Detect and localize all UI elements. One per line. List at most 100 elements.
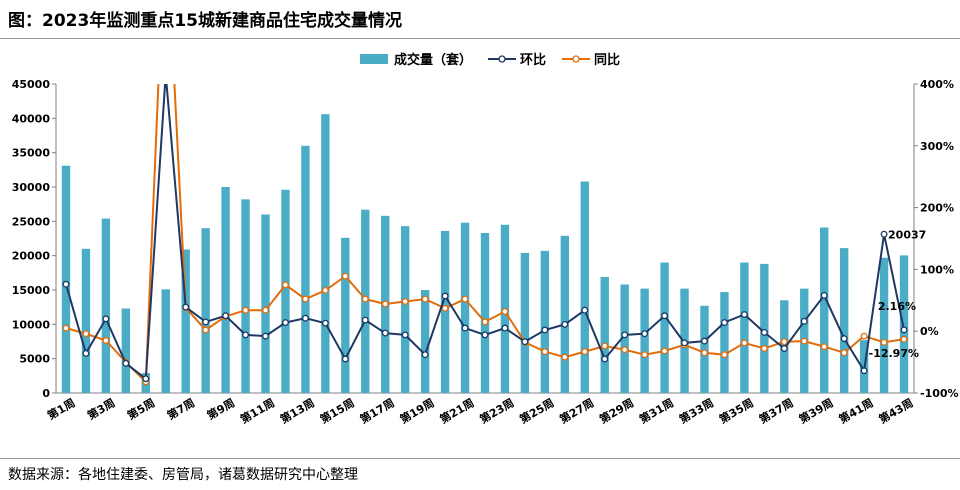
point-yoy bbox=[381, 300, 389, 308]
point-yoy bbox=[641, 351, 649, 359]
bar-volume bbox=[640, 288, 649, 393]
chart-title: 图：2023年监测重点15城新建商品住宅成交量情况 bbox=[8, 11, 402, 31]
point-mom bbox=[720, 319, 728, 326]
x-tick-label: 第33周 bbox=[677, 395, 716, 426]
point-yoy bbox=[541, 348, 549, 356]
bar-volume bbox=[580, 181, 589, 393]
bar-volume bbox=[221, 187, 230, 393]
point-yoy bbox=[481, 318, 489, 326]
bar-volume bbox=[600, 276, 609, 393]
bar-volume bbox=[321, 114, 330, 394]
x-tick-label: 第3周 bbox=[85, 395, 118, 422]
bar-volume bbox=[241, 199, 250, 393]
point-yoy bbox=[840, 349, 848, 357]
y-tick-label-right: 400% bbox=[920, 78, 954, 91]
x-tick-label: 第19周 bbox=[397, 395, 436, 426]
point-yoy bbox=[701, 349, 708, 357]
point-mom bbox=[780, 345, 788, 352]
point-mom bbox=[581, 306, 589, 314]
bar-volume bbox=[879, 257, 889, 393]
point-yoy bbox=[282, 281, 289, 289]
legend-swatch-yoy bbox=[562, 54, 591, 63]
chart-plot: 0 5000 10000 15000 20000 25000 30000 35000 40000… bbox=[12, 78, 959, 426]
x-tick-label: 第23周 bbox=[477, 395, 516, 426]
point-mom bbox=[740, 311, 748, 318]
point-mom bbox=[62, 280, 70, 288]
point-mom bbox=[421, 351, 429, 359]
x-tick-label: 第15周 bbox=[318, 395, 357, 426]
point-mom bbox=[820, 291, 828, 299]
bar-volume bbox=[480, 233, 490, 393]
y-tick-label-right: 100% bbox=[920, 263, 954, 276]
bar-volume bbox=[760, 263, 769, 393]
x-tick-label: 第35周 bbox=[717, 395, 756, 426]
legend-item-yoy: 同比 bbox=[562, 49, 620, 68]
y-tick-label-right: 200% bbox=[920, 202, 954, 215]
x-tick-label: 第21周 bbox=[437, 395, 476, 426]
y-tick-label-left: 40000 bbox=[12, 112, 51, 125]
x-tick-label: 第25周 bbox=[517, 395, 556, 426]
point-mom bbox=[900, 326, 908, 334]
point-yoy bbox=[860, 332, 868, 340]
bar-volume bbox=[301, 145, 310, 393]
point-mom bbox=[182, 303, 190, 311]
bar-volume bbox=[540, 250, 550, 393]
x-tick-label: 第31周 bbox=[637, 395, 676, 426]
bar-volume bbox=[281, 189, 290, 393]
y-tick-label-left: 20000 bbox=[12, 250, 51, 263]
x-tick-label: 第7周 bbox=[165, 395, 198, 422]
point-yoy bbox=[800, 337, 808, 345]
point-mom bbox=[222, 312, 230, 320]
point-mom bbox=[142, 375, 150, 383]
point-yoy bbox=[561, 353, 569, 361]
point-yoy bbox=[461, 295, 469, 303]
y-tick-label-left: 5000 bbox=[19, 353, 50, 366]
point-mom bbox=[641, 330, 649, 338]
bar-volume bbox=[460, 222, 470, 393]
point-yoy bbox=[301, 295, 309, 303]
point-yoy bbox=[501, 307, 509, 315]
point-mom bbox=[202, 318, 210, 326]
bar-volume bbox=[181, 249, 190, 393]
point-yoy bbox=[401, 298, 409, 305]
top-divider bbox=[0, 38, 960, 39]
bar-volume bbox=[820, 227, 829, 393]
label-volume-last: 20037 bbox=[888, 228, 926, 241]
x-tick-label: 第5周 bbox=[125, 395, 158, 422]
x-tick-label: 第39周 bbox=[796, 395, 835, 426]
bar-volume bbox=[81, 248, 91, 393]
point-yoy bbox=[441, 304, 449, 312]
x-tick-label: 第43周 bbox=[876, 395, 915, 426]
bar-volume bbox=[720, 292, 729, 393]
y-tick-label-left: 0 bbox=[42, 387, 50, 400]
point-yoy bbox=[202, 326, 210, 334]
bar-volume bbox=[261, 214, 270, 393]
bar-volume bbox=[400, 226, 410, 393]
legend-label-yoy: 同比 bbox=[594, 53, 621, 68]
legend-item-mom: 环比 bbox=[488, 49, 546, 68]
y-tick-label-left: 25000 bbox=[12, 215, 51, 228]
point-mom bbox=[880, 230, 888, 238]
point-mom bbox=[242, 331, 250, 339]
point-mom bbox=[102, 315, 110, 323]
source-note: 数据来源：各地住建委、房管局，诸葛数据研究中心整理 bbox=[8, 467, 358, 483]
y-tick-label-left: 45000 bbox=[12, 78, 51, 91]
point-mom bbox=[661, 312, 669, 320]
y-tick-label-left: 15000 bbox=[12, 284, 51, 297]
point-yoy bbox=[661, 347, 669, 355]
point-mom bbox=[701, 337, 708, 345]
point-yoy bbox=[601, 342, 609, 350]
x-tick-label: 第17周 bbox=[357, 395, 396, 426]
point-mom bbox=[282, 319, 289, 326]
point-yoy bbox=[621, 346, 629, 354]
bar-volume bbox=[620, 284, 629, 393]
point-mom bbox=[860, 367, 868, 375]
point-mom bbox=[800, 317, 808, 325]
y-tick-label-right: 0% bbox=[920, 325, 939, 338]
point-mom bbox=[82, 349, 90, 357]
y-tick-label-right: 300% bbox=[920, 140, 954, 153]
bar-volume bbox=[560, 235, 570, 393]
point-yoy bbox=[421, 295, 429, 303]
point-mom bbox=[840, 335, 848, 343]
chart-legend: 成交量（套） 环比 同比 bbox=[360, 49, 636, 68]
